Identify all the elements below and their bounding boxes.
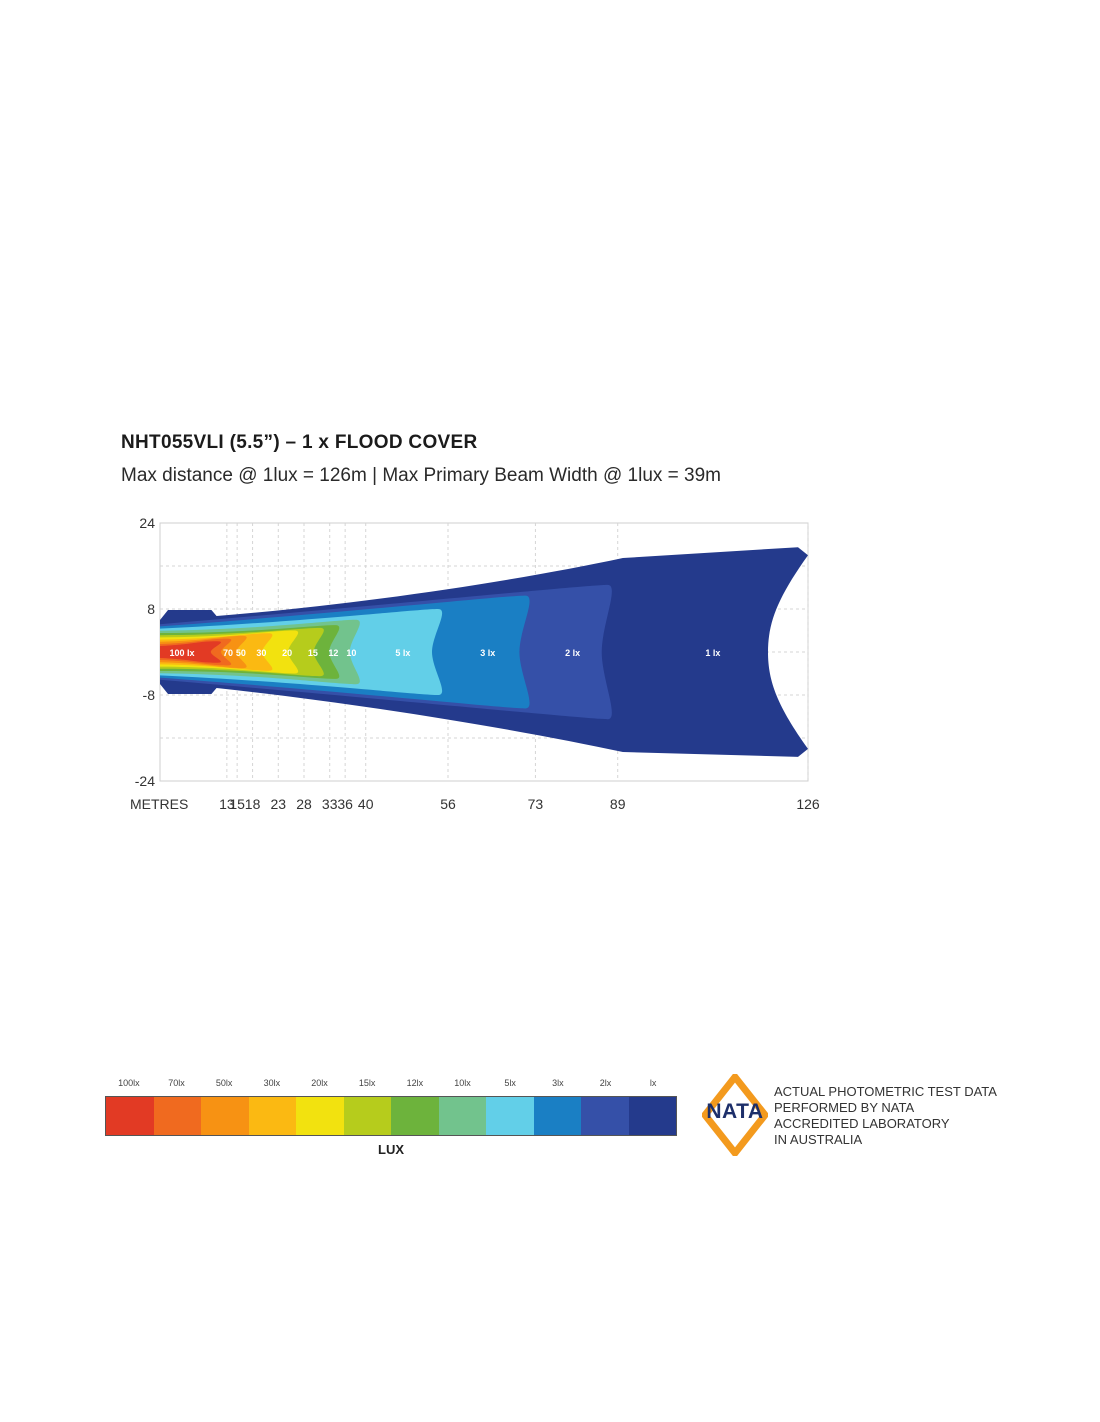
legend-unit-label: LUX <box>378 1142 404 1157</box>
nata-logo-icon <box>702 1074 768 1156</box>
contour-label: 20 <box>282 648 292 658</box>
lux-legend: 100lx 70lx 50lx 30lx 20lx 15lx 12lx 10lx 5lx 3lx 2… <box>105 1078 677 1157</box>
beam-contours <box>160 547 808 757</box>
contour-label: 70 <box>223 648 233 658</box>
contour-label: 5 lx <box>395 648 410 658</box>
contour-label: 2 lx <box>565 648 580 658</box>
legend-swatch <box>296 1097 344 1135</box>
x-tick-label: 18 <box>245 796 261 812</box>
legend-tick-labels: 100lx 70lx 50lx 30lx 20lx 15lx 12lx 10lx 5lx 3lx 2… <box>105 1078 677 1094</box>
nata-accreditation: NATA ACTUAL PHOTOMETRIC TEST DATA PERFOR… <box>702 1074 1022 1158</box>
x-tick-label: 13 <box>219 796 235 812</box>
x-tick-label: 23 <box>270 796 286 812</box>
contour-100-lx <box>160 641 221 663</box>
legend-swatch <box>201 1097 249 1135</box>
legend-tick-label: 3lx <box>552 1078 564 1088</box>
x-tick-label: 40 <box>358 796 374 812</box>
legend-swatch <box>628 1097 676 1135</box>
y-tick-label: 24 <box>139 515 155 531</box>
legend-tick-label: 15lx <box>358 1078 376 1088</box>
y-tick-label: -24 <box>135 773 155 789</box>
x-tick-label: 36 <box>337 796 353 812</box>
legend-swatch <box>343 1097 391 1135</box>
legend-swatch <box>106 1097 154 1135</box>
legend-tick-label: 2lx <box>599 1078 612 1088</box>
y-tick-label: -8 <box>143 687 156 703</box>
legend-swatch <box>581 1097 629 1135</box>
chart-title: NHT055VLI (5.5”) – 1 x FLOOD COVER <box>121 432 478 453</box>
legend-swatch <box>533 1097 581 1135</box>
nata-line: ACTUAL PHOTOMETRIC TEST DATA <box>774 1084 997 1099</box>
contour-label: 30 <box>256 648 266 658</box>
legend-tick-label: 20lx <box>311 1078 328 1088</box>
legend-tick-label: 100lx <box>118 1078 140 1088</box>
legend-tick-label: 10lx <box>454 1078 471 1088</box>
nata-statement: ACTUAL PHOTOMETRIC TEST DATA PERFORMED B… <box>774 1084 997 1148</box>
x-tick-label: 15 <box>229 796 245 812</box>
nata-logo-text: NATA <box>706 1100 764 1123</box>
legend-tick-label: 5lx <box>504 1078 516 1088</box>
nata-line: ACCREDITED LABORATORY <box>774 1116 950 1131</box>
contour-label: 3 lx <box>480 648 495 658</box>
x-tick-label: 56 <box>440 796 456 812</box>
y-tick-label: 8 <box>147 601 155 617</box>
contour-label: 12 <box>328 648 338 658</box>
legend-swatch <box>486 1097 534 1135</box>
legend-swatch <box>248 1097 296 1135</box>
legend-tick-label: 50lx <box>215 1078 233 1088</box>
legend-tick-label: 30lx <box>263 1078 281 1088</box>
legend-tick-label: lx <box>649 1078 657 1088</box>
legend-tick-label: 12lx <box>406 1078 424 1088</box>
contour-label: 1 lx <box>705 648 720 658</box>
legend-color-bar <box>105 1096 677 1136</box>
x-tick-label: 33 <box>322 796 338 812</box>
x-tick-label: 73 <box>528 796 544 812</box>
contour-label: 15 <box>308 648 318 658</box>
nata-line: IN AUSTRALIA <box>774 1132 863 1147</box>
legend-swatch <box>391 1097 439 1135</box>
contour-label: 10 <box>346 648 356 658</box>
x-tick-label: 126 <box>796 796 820 812</box>
x-tick-label: 28 <box>296 796 312 812</box>
contour-label: 50 <box>236 648 246 658</box>
x-axis-label: METRES <box>130 796 188 812</box>
legend-swatch <box>153 1097 201 1135</box>
chart-subtitle: Max distance @ 1lux = 126m | Max Primary… <box>121 465 722 486</box>
contour-label: 100 lx <box>169 648 194 658</box>
x-tick-label: 89 <box>610 796 626 812</box>
legend-swatch <box>438 1097 486 1135</box>
legend-tick-label: 70lx <box>168 1078 185 1088</box>
nata-line: PERFORMED BY NATA <box>774 1100 915 1115</box>
